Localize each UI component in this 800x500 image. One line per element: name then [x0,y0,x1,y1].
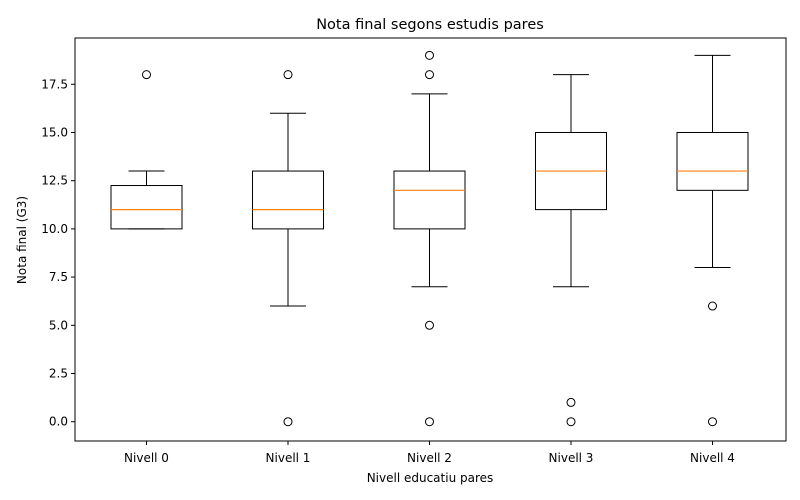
x-tick-label: Nivell 2 [407,451,452,465]
outlier-point [283,417,293,427]
outlier-point [425,50,434,60]
x-tick-label: Nivell 1 [266,451,311,465]
iqr-box [393,170,466,230]
y-axis-label: Nota final (G3) [15,196,29,284]
y-tick-label: 7.5 [49,270,68,284]
plot-area: 0.0 2.5 5.0 7.5 10.0 12.5 15.0 17.5 Nivell 0 Nive… [41,50,749,465]
axes-frame [74,37,787,442]
y-tick-label: 10.0 [41,222,68,236]
outlier-point [425,70,434,80]
y-tick-label: 0.0 [49,415,68,429]
outlier-point [142,70,151,80]
y-tick-label: 15.0 [41,125,68,139]
y-tick-label: 5.0 [49,318,68,332]
outlier-point [425,320,434,330]
iqr-box [252,170,324,230]
outlier-point [566,397,576,407]
chart-title: Nota final segons estudis pares [316,17,544,33]
iqr-box [676,131,749,191]
x-tick-label: Nivell 0 [124,451,169,465]
y-tick-label: 2.5 [49,367,68,381]
x-axis-label: Nivell educatiu pares [367,471,494,485]
y-tick-label: 12.5 [41,174,68,188]
outlier-point [708,301,717,311]
outlier-point [425,417,434,427]
iqr-box [110,185,183,230]
x-tick-label: Nivell 4 [690,451,735,465]
outlier-point [283,70,293,80]
outlier-point [708,417,717,427]
outlier-point [566,417,576,427]
y-tick-label: 17.5 [41,77,68,91]
x-tick-label: Nivell 3 [549,451,594,465]
